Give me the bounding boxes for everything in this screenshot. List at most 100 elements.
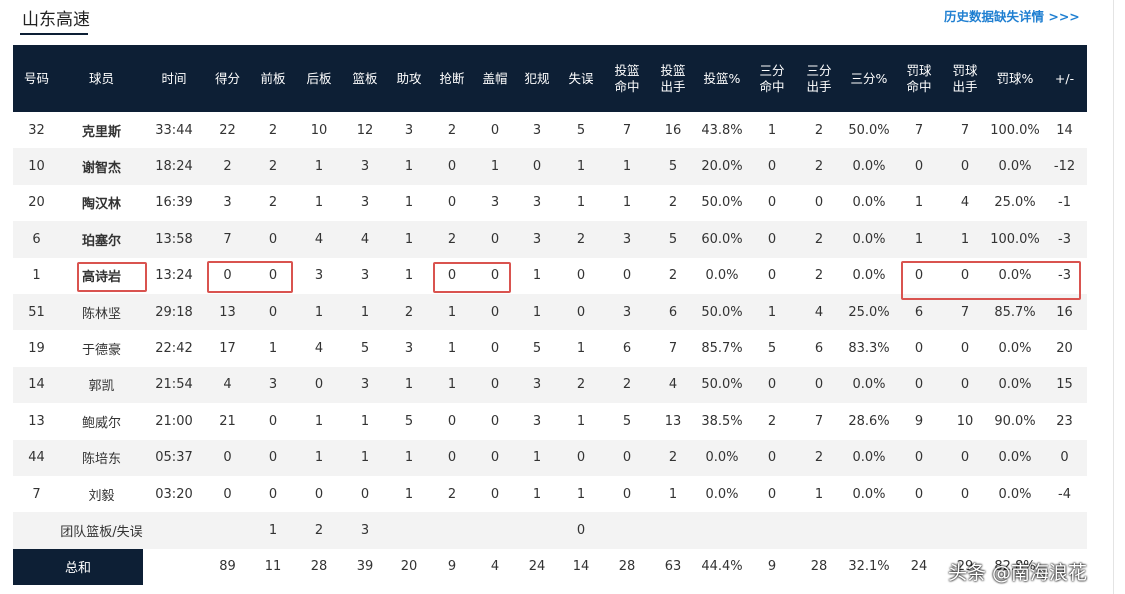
table-cell: 03:20 xyxy=(143,476,205,512)
cell-text: 10 xyxy=(28,159,45,175)
table-cell: 0 xyxy=(474,330,516,366)
cell-text: 3 xyxy=(532,413,542,429)
table-cell: -12 xyxy=(1042,148,1087,184)
cell-text: 1 xyxy=(914,231,924,247)
cell-text: 7 xyxy=(32,486,41,502)
table-cell: 0.0% xyxy=(842,185,896,221)
cell-text: 1 xyxy=(32,268,41,284)
cell-text: 1 xyxy=(532,268,542,284)
table-cell: 28 xyxy=(604,549,650,585)
cell-text: 29 xyxy=(956,559,974,575)
cell-text: 0 xyxy=(268,304,278,320)
table-cell: 5 xyxy=(342,330,388,366)
cell-text: 90.0% xyxy=(994,413,1036,429)
player-name: 高诗岩 xyxy=(60,258,143,294)
cell-text: 0 xyxy=(314,486,324,502)
table-cell: 10 xyxy=(942,403,988,439)
cell-text: 时间 xyxy=(161,70,187,86)
table-cell: 1 xyxy=(296,148,342,184)
table-cell: 2 xyxy=(430,221,474,257)
cell-text: 7 xyxy=(960,304,970,320)
cell-text: 谢智杰 xyxy=(81,161,121,177)
table-cell: 4 xyxy=(296,330,342,366)
cell-text: 1 xyxy=(404,486,414,502)
history-link[interactable]: 历史数据缺失详情 >>> xyxy=(944,9,1080,24)
table-cell: 0 xyxy=(748,258,796,294)
cell-text: 15 xyxy=(1056,377,1073,393)
table-cell: 7 xyxy=(942,294,988,330)
table-cell: 1 xyxy=(388,221,430,257)
table-cell: 0 xyxy=(942,330,988,366)
table-cell: 0.0% xyxy=(988,476,1042,512)
table-cell: 5 xyxy=(388,403,430,439)
cell-text: 失误 xyxy=(568,70,594,86)
cell-text: 3 xyxy=(532,231,542,247)
table-cell: 7 xyxy=(796,403,842,439)
cell-text: 0 xyxy=(622,268,632,284)
table-cell: 0 xyxy=(430,185,474,221)
table-cell: 3 xyxy=(516,221,558,257)
cell-text: 0.0% xyxy=(852,486,886,502)
row-bg xyxy=(13,366,1087,404)
table-cell: 0.0% xyxy=(842,440,896,476)
cell-text: 3 xyxy=(532,195,542,211)
cell-text: 投篮% xyxy=(703,70,741,86)
table-cell: 4 xyxy=(650,367,696,403)
cell-text: 0 xyxy=(1060,450,1069,466)
table-cell: 32.1% xyxy=(842,549,896,585)
table-cell: 0 xyxy=(296,476,342,512)
table-cell: 0.0% xyxy=(988,258,1042,294)
cell-text: 0.0% xyxy=(998,377,1032,393)
table-cell: 15 xyxy=(1042,367,1087,403)
cell-text: 陈培东 xyxy=(81,452,121,468)
table-cell: 6 xyxy=(896,294,942,330)
cell-text: 1 xyxy=(314,195,324,211)
cell-text: 32 xyxy=(28,122,45,138)
cell-text: 1 xyxy=(447,377,457,393)
table-cell: 2 xyxy=(650,185,696,221)
table-cell: 4 xyxy=(342,221,388,257)
cell-text: 投篮 xyxy=(614,62,640,78)
table-cell: 4 xyxy=(796,294,842,330)
table-cell: 3 xyxy=(604,294,650,330)
cell-text: 0 xyxy=(914,341,924,357)
cell-text: 0 xyxy=(960,377,970,393)
table-cell: 0 xyxy=(604,258,650,294)
cell-text: 29:18 xyxy=(155,304,193,320)
table-cell: 22 xyxy=(205,112,250,148)
row-bg xyxy=(13,112,1087,149)
cell-text: 1 xyxy=(668,486,678,502)
cell-text: 0.0% xyxy=(852,377,886,393)
cell-text: -3 xyxy=(1058,231,1071,247)
cell-text: 0.0% xyxy=(705,486,739,502)
table-cell: 0 xyxy=(896,367,942,403)
table-cell: 33:44 xyxy=(143,112,205,148)
cell-text: 16 xyxy=(1056,304,1073,320)
cell-text: 1 xyxy=(576,341,586,357)
cell-text: 盖帽 xyxy=(482,70,508,86)
cell-text: 2 xyxy=(814,268,824,284)
cell-text: 25.0% xyxy=(848,304,890,320)
cell-text: 5 xyxy=(668,159,678,175)
table-cell: 0 xyxy=(430,403,474,439)
cell-text: 1 xyxy=(622,195,632,211)
cell-text: 7 xyxy=(814,413,824,429)
cell-text: 2 xyxy=(668,268,678,284)
table-cell: 2 xyxy=(388,294,430,330)
cell-text: 19 xyxy=(28,341,45,357)
row-bg xyxy=(13,403,1087,440)
cell-text: 0 xyxy=(914,268,924,284)
cell-text: 17 xyxy=(219,341,236,357)
table-cell: 4 xyxy=(942,185,988,221)
cell-text: 5 xyxy=(532,341,542,357)
cell-text: 7 xyxy=(914,122,924,138)
cell-text: 0 xyxy=(914,450,924,466)
cell-text: 出手 xyxy=(806,78,832,94)
cell-text: 0 xyxy=(767,450,777,466)
cell-text: 命中 xyxy=(759,78,785,94)
cell-text: 2 xyxy=(622,377,632,393)
cell-text: 5 xyxy=(404,413,414,429)
cell-text: 83.3% xyxy=(848,341,890,357)
table-cell: 10 xyxy=(296,112,342,148)
table-cell: 0.0% xyxy=(988,148,1042,184)
